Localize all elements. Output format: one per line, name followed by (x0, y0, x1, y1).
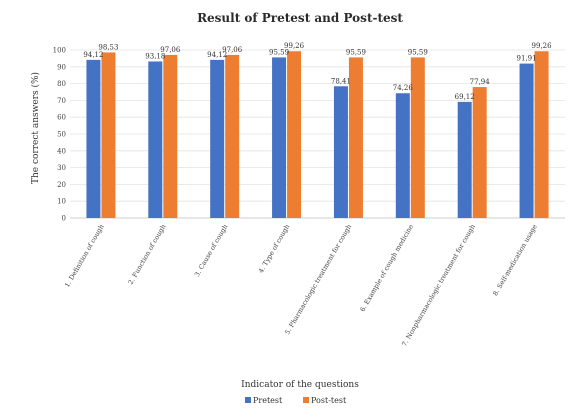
bar-pretest (333, 86, 348, 218)
bar-pretest (272, 57, 287, 218)
category-labels: 1. Definition of cough 2. Function of cou… (63, 223, 539, 348)
y-tick-label: 30 (57, 164, 66, 172)
y-tick-label: 10 (57, 198, 66, 206)
data-label: 99,26 (284, 42, 305, 50)
bar-pretest (519, 63, 534, 218)
bar-post-test (225, 54, 240, 218)
y-tick-label: 60 (57, 114, 66, 122)
y-tick-label: 0 (62, 215, 66, 223)
y-tick-label: 50 (57, 131, 66, 139)
chart-title: Result of Pretest and Post-test (197, 11, 403, 25)
y-tick-label: 40 (57, 147, 66, 155)
gridlines (70, 49, 565, 219)
data-label: 94,12 (83, 51, 103, 59)
data-label: 97,06 (160, 46, 181, 54)
y-tick-label: 70 (57, 97, 66, 105)
data-label: 74,26 (393, 84, 414, 92)
category-label: 5. Pharmacologic treatment for cough (283, 223, 353, 336)
legend-entry: Post-test (311, 396, 347, 405)
legend-swatch (245, 397, 251, 403)
bar-pretest (395, 93, 410, 218)
category-label: 6. Example of cough medicine (358, 223, 415, 313)
category-label: 7. Nonpharmacologic treatment for cough (400, 223, 477, 348)
bar-pretest (457, 101, 472, 218)
bar-post-test (534, 51, 549, 219)
bar-pretest (210, 59, 225, 218)
bar-post-test (287, 51, 302, 219)
category-label: 1. Definition of cough (63, 223, 106, 289)
bar-post-test (163, 54, 178, 218)
x-axis-label: Indicator of the questions (241, 380, 359, 390)
data-label: 78,41 (331, 77, 351, 85)
y-tick-labels: 0 10 20 30 40 50 60 70 80 90 100 (53, 47, 66, 223)
bar-post-test (410, 57, 425, 218)
data-label: 91,91 (517, 55, 537, 63)
y-axis-label: The correct answers (%) (30, 72, 41, 184)
bar-pretest (148, 61, 163, 219)
data-label: 95,59 (269, 48, 289, 56)
legend-entry: Pretest (253, 396, 283, 405)
legend: Pretest Post-test (245, 396, 347, 405)
data-label: 95,59 (408, 48, 428, 56)
legend-swatch (303, 397, 309, 403)
bar-post-test (472, 87, 487, 219)
data-label: 94,12 (207, 51, 227, 59)
y-tick-label: 20 (57, 181, 66, 189)
data-label: 99,26 (532, 42, 553, 50)
y-tick-label: 80 (57, 80, 66, 88)
data-label: 93,18 (145, 52, 165, 60)
bar-post-test (101, 52, 116, 218)
bars (86, 51, 549, 219)
bar-pretest (86, 59, 101, 218)
y-tick-label: 100 (53, 47, 66, 55)
data-label: 98,53 (98, 43, 118, 51)
data-label: 69,12 (455, 93, 475, 101)
category-label: 8. Self-medication usage (491, 223, 539, 297)
y-tick-label: 90 (57, 63, 66, 71)
category-label: 2. Function of cough (127, 223, 168, 286)
data-label: 97,06 (222, 46, 243, 54)
bar-post-test (348, 57, 363, 218)
category-label: 3. Cause of cough (193, 223, 229, 278)
data-label: 77,94 (470, 78, 491, 86)
category-label: 4. Type of cough (257, 223, 291, 274)
data-label: 95,59 (346, 48, 366, 56)
